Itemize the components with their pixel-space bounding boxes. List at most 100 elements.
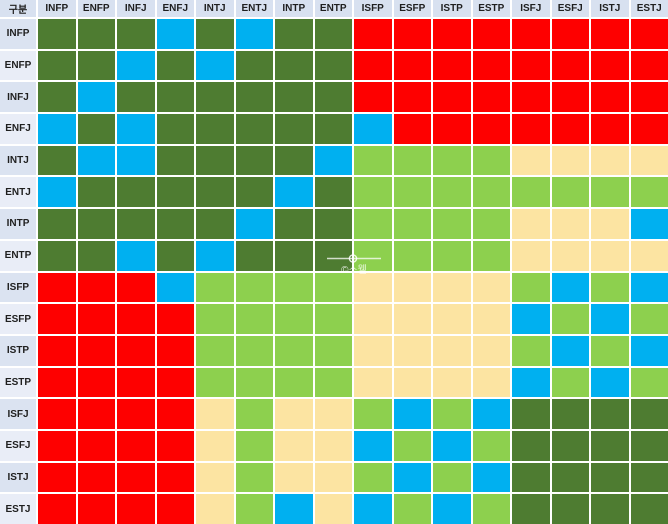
column-header-intj: INTJ (196, 0, 234, 17)
cell-istp-isfj (512, 335, 550, 366)
cell-isfj-isfj (512, 399, 550, 429)
cell-infj-esfp (393, 82, 431, 113)
cell-enfj-entj (235, 114, 273, 144)
row-header-entj: ENTJ (0, 177, 36, 208)
row-header-intp: INTP (0, 209, 36, 239)
cell-isfj-infp (38, 399, 76, 429)
cell-isfp-infp (38, 272, 76, 303)
column-header-esfj: ESFJ (551, 0, 589, 17)
cell-esfp-entj (235, 304, 273, 334)
row-header-isfp: ISFP (0, 272, 36, 303)
cell-infj-infj (117, 82, 155, 113)
cell-entp-esfj (551, 240, 589, 271)
cell-esfp-istp (433, 304, 471, 334)
cell-estj-estj (630, 494, 668, 524)
cell-intp-intj (196, 209, 234, 239)
cell-intj-isfp (354, 145, 392, 176)
cell-isfp-intj (196, 272, 234, 303)
cell-enfj-istj (591, 114, 629, 144)
cell-entj-infp (38, 177, 76, 208)
cell-estj-estp (472, 494, 510, 524)
cell-entj-estj (630, 177, 668, 208)
cell-entp-estj (630, 240, 668, 271)
cell-istp-intp (275, 335, 313, 366)
cell-istj-entj (235, 462, 273, 493)
cell-estj-entj (235, 494, 273, 524)
cell-intp-estj (630, 209, 668, 239)
cell-esfj-enfj (156, 430, 194, 461)
cell-istp-estp (472, 335, 510, 366)
cell-istj-estp (472, 462, 510, 493)
cell-estj-enfp (77, 494, 115, 524)
cell-entj-intj (196, 177, 234, 208)
cell-estp-infp (38, 367, 76, 398)
cell-enfp-infp (38, 50, 76, 81)
cell-estp-enfj (156, 367, 194, 398)
cell-esfj-estj (630, 430, 668, 461)
cell-istp-infp (38, 335, 76, 366)
cell-esfp-intj (196, 304, 234, 334)
cell-entp-infj (117, 240, 155, 271)
cell-estp-enfp (77, 367, 115, 398)
cell-entj-istj (591, 177, 629, 208)
cell-estp-istp (433, 367, 471, 398)
cell-estp-esfj (551, 367, 589, 398)
cell-istp-enfj (156, 335, 194, 366)
cell-entj-estp (472, 177, 510, 208)
cell-infj-enfp (77, 82, 115, 113)
cell-esfj-intj (196, 430, 234, 461)
column-header-estj: ESTJ (630, 0, 668, 17)
cell-entp-infp (38, 240, 76, 271)
cell-enfj-isfj (512, 114, 550, 144)
cell-istp-infj (117, 335, 155, 366)
cell-infp-esfp (393, 19, 431, 49)
cell-istp-esfp (393, 335, 431, 366)
cell-esfj-infj (117, 430, 155, 461)
cell-estj-isfp (354, 494, 392, 524)
cell-isfp-enfj (156, 272, 194, 303)
cell-isfj-intj (196, 399, 234, 429)
cell-enfj-entp (314, 114, 352, 144)
cell-entj-esfj (551, 177, 589, 208)
cell-isfj-enfj (156, 399, 194, 429)
cell-infp-isfp (354, 19, 392, 49)
cell-intp-isfp (354, 209, 392, 239)
cell-istp-esfj (551, 335, 589, 366)
cell-istp-entp (314, 335, 352, 366)
cell-enfp-enfj (156, 50, 194, 81)
cell-infj-esfj (551, 82, 589, 113)
cell-istj-isfj (512, 462, 550, 493)
cell-esfp-esfp (393, 304, 431, 334)
cell-istj-intp (275, 462, 313, 493)
cell-intj-entp (314, 145, 352, 176)
row-header-infp: INFP (0, 19, 36, 49)
cell-enfp-esfj (551, 50, 589, 81)
cell-intj-enfp (77, 145, 115, 176)
cell-esfj-isfj (512, 430, 550, 461)
cell-enfp-entj (235, 50, 273, 81)
cell-esfj-esfp (393, 430, 431, 461)
cell-intj-entj (235, 145, 273, 176)
cell-intj-intj (196, 145, 234, 176)
cell-estp-entp (314, 367, 352, 398)
cell-infj-intj (196, 82, 234, 113)
cell-isfp-isfj (512, 272, 550, 303)
cell-esfj-enfp (77, 430, 115, 461)
cell-isfj-infj (117, 399, 155, 429)
cell-estj-esfj (551, 494, 589, 524)
cell-esfp-esfj (551, 304, 589, 334)
cell-entp-entj (235, 240, 273, 271)
cell-esfj-estp (472, 430, 510, 461)
cell-isfj-entj (235, 399, 273, 429)
cell-esfp-enfj (156, 304, 194, 334)
row-header-intj: INTJ (0, 145, 36, 176)
cell-infj-intp (275, 82, 313, 113)
cell-infj-infp (38, 82, 76, 113)
column-header-estp: ESTP (472, 0, 510, 17)
cell-estj-intj (196, 494, 234, 524)
cell-entp-estp (472, 240, 510, 271)
cell-esfp-intp (275, 304, 313, 334)
cell-enfj-infj (117, 114, 155, 144)
